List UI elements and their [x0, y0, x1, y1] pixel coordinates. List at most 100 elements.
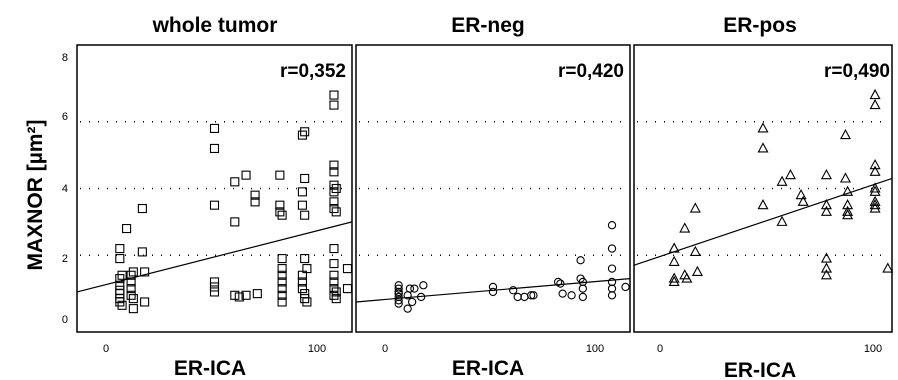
- data-point: [209, 277, 220, 287]
- data-point: [140, 297, 150, 307]
- data-point: [556, 279, 565, 288]
- data-point: [209, 287, 220, 297]
- data-point: [842, 185, 854, 196]
- data-point: [757, 199, 769, 210]
- data-point: [140, 267, 150, 277]
- data-point: [529, 291, 538, 300]
- data-point: [209, 143, 220, 154]
- data-point: [394, 299, 403, 308]
- data-point: [394, 284, 403, 293]
- data-point: [277, 254, 287, 264]
- data-point: [128, 304, 138, 314]
- data-point: [689, 202, 701, 213]
- data-point: [820, 252, 832, 263]
- data-point: [300, 127, 310, 137]
- data-point: [329, 167, 339, 177]
- data-point: [250, 197, 260, 207]
- x-axis-label: ER-ICA: [452, 357, 524, 380]
- data-point: [300, 210, 310, 220]
- panel-title: whole tumor: [152, 14, 278, 37]
- data-point: [329, 270, 339, 280]
- data-point: [578, 284, 587, 293]
- y-tick-label-4: 4: [62, 183, 68, 195]
- data-point: [668, 255, 680, 266]
- panel-er-pos: ER-pos r=0,490 0 100 ER-ICA: [633, 14, 894, 380]
- data-point: [342, 284, 353, 294]
- y-tick-label-8: 8: [62, 52, 68, 64]
- data-point: [820, 205, 832, 216]
- data-point: [250, 190, 260, 200]
- data-point: [331, 287, 341, 297]
- data-point: [513, 292, 522, 302]
- data-point: [275, 170, 285, 180]
- data-point: [820, 269, 832, 280]
- data-point: [277, 290, 287, 300]
- x-tick-label-0: 0: [657, 343, 663, 355]
- data-point: [576, 256, 585, 265]
- data-point: [137, 203, 147, 214]
- data-point: [329, 244, 339, 254]
- data-point: [297, 187, 307, 197]
- data-point: [115, 289, 125, 299]
- x-axis-label: ER-ICA: [174, 357, 246, 380]
- data-point: [331, 183, 341, 194]
- data-point: [869, 98, 881, 110]
- data-point: [300, 173, 310, 184]
- data-point: [405, 284, 415, 293]
- data-point: [329, 277, 339, 287]
- plot-frame: [355, 44, 631, 333]
- x-tick-label-0: 0: [382, 343, 388, 355]
- data-point: [488, 282, 498, 292]
- data-point: [607, 277, 617, 287]
- y-tick-label-6: 6: [62, 111, 68, 123]
- data-point: [607, 244, 617, 253]
- data-point: [115, 297, 125, 307]
- data-point: [407, 297, 417, 307]
- data-point: [329, 284, 339, 294]
- data-point: [117, 300, 127, 310]
- data-point: [820, 199, 832, 210]
- plot-frame: [76, 44, 353, 333]
- correlation-label: r=0,490: [824, 61, 890, 82]
- data-point: [509, 286, 518, 295]
- data-point: [329, 290, 339, 300]
- data-point: [275, 207, 285, 217]
- data-point: [416, 292, 426, 302]
- data-point: [277, 210, 287, 220]
- data-point: [842, 209, 854, 220]
- x-tick-label-100: 100: [586, 343, 604, 355]
- data-point: [607, 264, 617, 273]
- data-point: [241, 170, 251, 180]
- data-point: [115, 244, 125, 254]
- data-point: [691, 265, 703, 276]
- data-point: [277, 270, 287, 280]
- x-tick-label-0: 0: [103, 343, 109, 355]
- data-point: [842, 199, 854, 210]
- data-point: [128, 294, 138, 304]
- data-point: [757, 122, 769, 133]
- data-point: [329, 197, 339, 207]
- data-point: [209, 123, 220, 133]
- data-point: [757, 142, 769, 153]
- data-point: [230, 217, 240, 227]
- y-tick-label-0: 0: [62, 314, 68, 326]
- data-point: [839, 128, 851, 140]
- data-point: [869, 202, 881, 213]
- correlation-label: r=0,420: [558, 61, 624, 82]
- data-point: [117, 270, 127, 280]
- y-tick-label-2: 2: [62, 253, 68, 265]
- data-point: [126, 277, 136, 287]
- data-point: [300, 294, 310, 304]
- data-point: [329, 180, 339, 190]
- regression-line: [76, 221, 353, 293]
- data-point: [607, 284, 617, 293]
- data-point: [302, 297, 312, 307]
- data-point: [277, 297, 287, 307]
- data-point: [527, 291, 536, 300]
- data-point: [241, 290, 251, 300]
- data-point: [869, 88, 881, 100]
- data-point: [668, 272, 680, 283]
- plot-frame: [633, 44, 893, 333]
- data-point: [277, 277, 287, 287]
- data-point: [329, 100, 339, 110]
